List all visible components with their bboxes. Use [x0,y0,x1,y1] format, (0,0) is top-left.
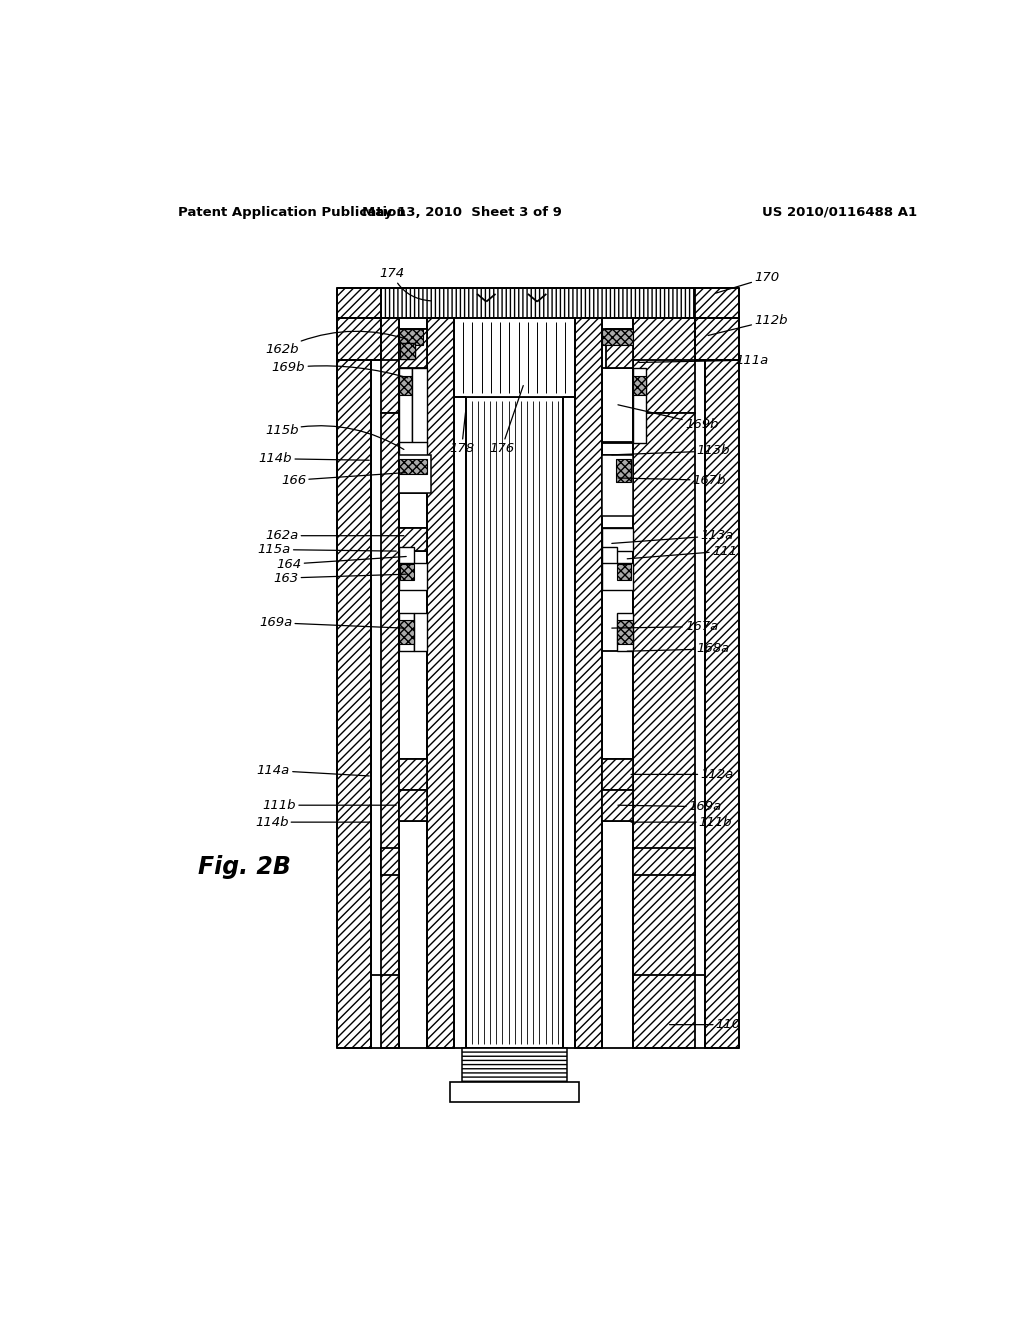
Bar [633,318,695,413]
Bar [381,412,398,1048]
Bar [398,368,413,444]
Bar [398,376,413,395]
Bar [695,288,739,318]
Text: US 2010/0116488 A1: US 2010/0116488 A1 [762,206,918,219]
Text: 112a: 112a [631,768,733,781]
Bar [454,318,574,397]
Text: 169b: 169b [271,362,408,378]
Text: 174: 174 [380,268,431,301]
Text: 169b: 169b [617,405,719,430]
Text: 113b: 113b [611,445,730,458]
Text: 114b: 114b [259,453,370,465]
Bar [398,620,414,644]
Text: 164: 164 [276,557,407,570]
Bar [633,376,646,395]
Bar [462,1048,567,1082]
Bar [615,459,631,482]
Bar [398,455,431,494]
Bar [381,847,398,874]
Text: 115a: 115a [257,543,396,556]
Text: Fig. 2B: Fig. 2B [199,855,291,879]
Text: 176: 176 [489,385,523,455]
Text: 169a: 169a [259,616,403,630]
Text: 113a: 113a [611,529,733,544]
Bar [602,789,633,821]
Bar [398,459,427,474]
Text: 111b: 111b [262,799,396,812]
Text: 170: 170 [716,271,779,293]
Bar [398,330,427,368]
Text: 163: 163 [273,572,407,585]
Text: May 13, 2010  Sheet 3 of 9: May 13, 2010 Sheet 3 of 9 [361,206,561,219]
Bar [602,759,633,789]
Bar [381,318,398,413]
Bar [400,343,416,359]
Text: 167b: 167b [617,474,726,487]
Bar [427,318,454,1048]
Bar [602,528,633,552]
Bar [398,612,414,651]
Bar [381,288,695,318]
Bar [400,343,416,359]
Bar [337,360,371,1048]
Text: 178: 178 [450,412,474,455]
Text: 162b: 162b [265,331,408,356]
Text: Patent Application Publication: Patent Application Publication [178,206,407,219]
Bar [398,528,427,552]
Bar [633,412,695,1048]
Bar [602,548,617,566]
Bar [602,562,633,590]
Text: 111a: 111a [639,354,768,367]
Bar [466,397,563,1048]
Text: 168a: 168a [628,643,730,656]
Bar [413,368,427,444]
Bar [414,612,427,651]
Text: 110: 110 [670,1018,741,1031]
Bar [633,847,695,874]
Bar [398,562,427,590]
Bar [574,318,602,1048]
Text: 167a: 167a [611,620,718,634]
Text: 162a: 162a [265,529,403,543]
Bar [337,318,381,360]
Bar [602,455,633,516]
Bar [337,288,381,318]
Bar [398,759,427,789]
Bar [617,612,633,651]
Text: 111: 111 [628,545,737,558]
Bar [633,368,646,444]
Text: 114b: 114b [255,816,370,829]
Bar [605,330,633,368]
Bar [400,564,414,579]
Text: 169a: 169a [617,800,722,813]
Bar [451,1082,579,1102]
Bar [398,442,427,455]
Text: 112b: 112b [708,314,787,335]
Text: 166: 166 [281,473,407,487]
Text: 114a: 114a [257,764,370,777]
Bar [398,789,427,821]
Bar [695,318,739,360]
Bar [398,330,423,345]
Bar [705,360,739,1048]
Text: 111b: 111b [631,816,732,829]
Bar [617,564,631,579]
Bar [617,620,633,644]
Bar [398,548,414,566]
Bar [337,288,739,1113]
Text: 115b: 115b [265,424,403,449]
Bar [602,330,633,345]
